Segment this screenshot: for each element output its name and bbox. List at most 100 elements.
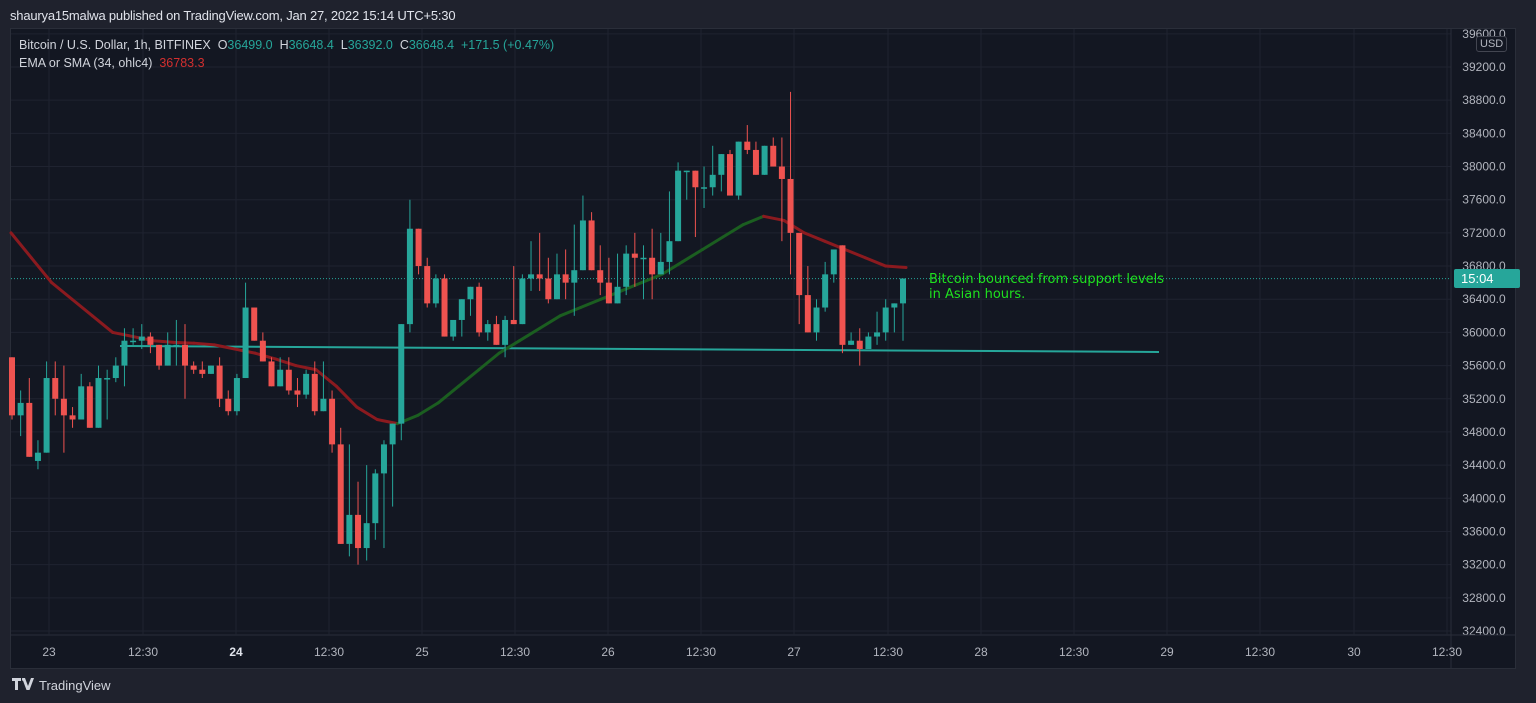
candle-body (787, 178, 794, 233)
x-axis-tick-label: 12:30 (314, 645, 344, 659)
change-value: +171.5 (+0.47%) (461, 38, 555, 52)
candle-body (355, 514, 362, 549)
candle-body (796, 232, 803, 296)
currency-badge[interactable]: USD (1476, 36, 1508, 52)
symbol-name[interactable]: Bitcoin / U.S. Dollar, 1h, BITFINEX (19, 38, 211, 52)
candle-body (380, 444, 387, 474)
y-axis-tick-label: 39200.0 (1462, 60, 1506, 74)
candle-body (649, 257, 656, 275)
candle-body (571, 270, 578, 283)
candle-body (346, 514, 353, 544)
candle-body (545, 278, 552, 300)
y-axis-tick-label: 32400.0 (1462, 624, 1506, 638)
y-axis-tick-label: 32800.0 (1462, 591, 1506, 605)
candle-body (882, 307, 889, 333)
x-axis-tick-label: 24 (229, 645, 243, 659)
candle-body (752, 149, 759, 175)
candle-body (709, 174, 716, 188)
candle-body (17, 402, 24, 416)
candle-body (251, 307, 258, 341)
candle-body (52, 378, 59, 399)
candle-body (450, 319, 457, 337)
x-axis-tick-label: 12:30 (1432, 645, 1462, 659)
candle-body (588, 220, 595, 271)
candle-body (761, 145, 768, 175)
candle-body (398, 324, 405, 424)
candle-body (225, 398, 232, 412)
tradingview-logo[interactable]: TradingView (12, 677, 111, 693)
candle-body (467, 286, 474, 300)
ema-line-segment (294, 364, 318, 372)
y-axis-tick-label: 33600.0 (1462, 524, 1506, 538)
candle-body (510, 319, 517, 325)
ema-line-segment (151, 339, 176, 344)
candle-body (778, 166, 785, 179)
brand-name: TradingView (39, 677, 111, 693)
candle-body (519, 278, 526, 325)
y-axis-tick-label: 38000.0 (1462, 160, 1506, 174)
candle-body (43, 378, 50, 453)
ema-line-segment (416, 401, 440, 417)
y-axis-tick-label: 35200.0 (1462, 392, 1506, 406)
x-axis-tick-label: 12:30 (128, 645, 158, 659)
chart-annotation-text[interactable]: Bitcoin bounced from support levels in A… (929, 272, 1164, 302)
candle-body (26, 402, 33, 457)
ema-line-segment (192, 341, 216, 347)
indicator-value: 36783.3 (159, 56, 205, 70)
candle-body (614, 286, 621, 304)
candle-body (441, 278, 448, 337)
candle-body (623, 253, 630, 287)
ema-line-segment (273, 357, 298, 368)
candle-body (597, 270, 604, 283)
candle-body (182, 344, 189, 366)
ema-line-segment (375, 417, 399, 426)
ema-line-segment (558, 306, 583, 318)
ema-line-segment (680, 247, 705, 264)
candle-body (173, 344, 180, 347)
candle-body (190, 365, 197, 370)
y-axis-tick-label: 37600.0 (1462, 193, 1506, 207)
annotation-line-1: Bitcoin bounced from support levels (929, 272, 1165, 287)
indicator-name[interactable]: EMA or SMA (34, ohlc4) (19, 56, 153, 70)
candle-body (424, 266, 431, 304)
candle-body (268, 361, 275, 387)
candle-body (726, 154, 733, 196)
x-axis-tick-label: 27 (787, 645, 801, 659)
ema-line-segment (334, 384, 359, 409)
ema-line-segment (29, 256, 54, 285)
symbol-legend: Bitcoin / U.S. Dollar, 1h, BITFINEX O364… (19, 38, 554, 52)
candle-body (744, 141, 751, 150)
candle-body (303, 373, 310, 395)
candle-body (406, 228, 413, 325)
candle-body (536, 274, 543, 279)
close-label: C (399, 38, 409, 52)
candle-body (804, 295, 811, 333)
indicator-legend: EMA or SMA (34, ohlc4) 36783.3 (19, 56, 205, 70)
candle-body (259, 340, 266, 362)
ema-line-segment (518, 326, 542, 343)
current-price-countdown-label: 15:04 (1454, 269, 1520, 288)
candle-body (848, 340, 855, 345)
y-axis-tick-label: 36000.0 (1462, 325, 1506, 339)
ema-line-segment (802, 231, 827, 243)
candle-body (813, 307, 820, 333)
candle-body (553, 274, 560, 300)
candle-body (432, 278, 439, 304)
candle-body (199, 369, 206, 374)
candle-body (9, 357, 15, 416)
candle-body (631, 253, 638, 258)
ema-line-segment (721, 223, 745, 239)
x-axis-tick-label: 29 (1160, 645, 1174, 659)
candle-body (78, 386, 85, 420)
candle-body (856, 340, 863, 349)
candle-body (329, 398, 336, 445)
y-axis-tick-label: 34000.0 (1462, 491, 1506, 505)
candle-body (104, 378, 111, 380)
ema-line-segment (884, 264, 908, 269)
ema-line-segment (436, 384, 460, 405)
published-by-header: shaurya15malwa published on TradingView.… (10, 8, 456, 23)
x-axis-tick-label: 28 (974, 645, 988, 659)
ema-line-segment (762, 214, 786, 222)
support-trendline[interactable] (119, 345, 1160, 353)
